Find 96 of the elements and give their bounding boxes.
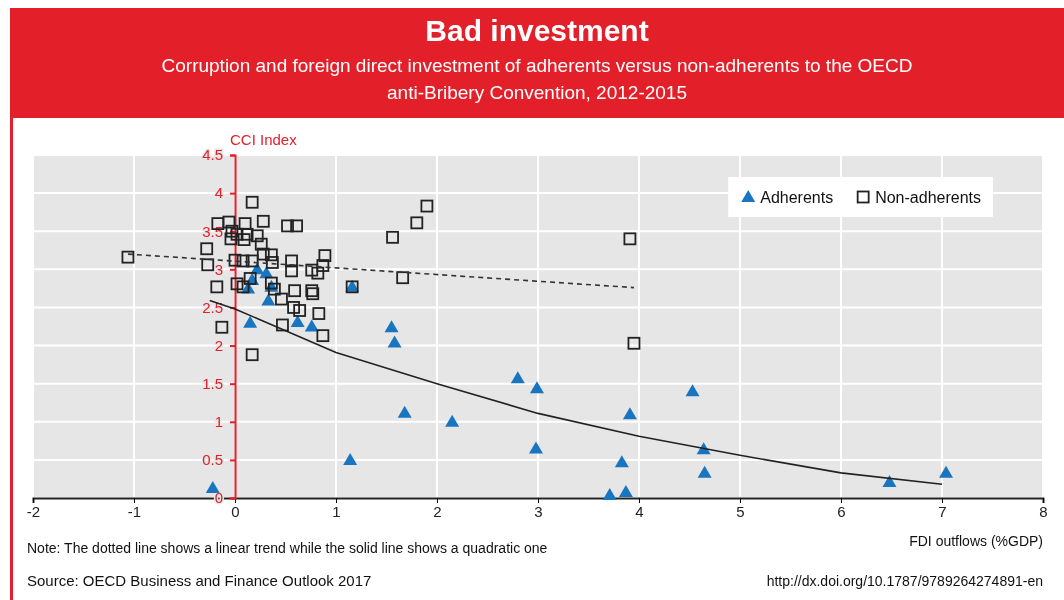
point [267,282,281,296]
point [254,237,268,251]
y-tick-label: 0.5 [202,451,223,469]
point [261,293,276,306]
point [276,318,289,332]
point [318,249,332,263]
text: Note: The dotted line shows a linear trend while the solid line shows a quadratic one [27,540,548,556]
point [305,263,319,277]
point [245,254,259,268]
legend-label: Non-adherents [875,189,981,206]
point [287,301,300,314]
x-tick-label: 1 [332,502,341,520]
x-tick-label: 6 [837,502,846,520]
y-tick-label: 1.5 [202,374,223,392]
x-tick-label: 5 [736,502,745,520]
y-tick-label: 2.5 [202,298,223,316]
point [396,271,410,285]
point [529,381,544,394]
point [290,314,305,327]
point [311,266,325,280]
point [281,219,294,233]
point [224,232,238,246]
y-axis-title: CCI Index [230,131,298,148]
legend-label: Adherents [760,189,834,206]
point [238,217,252,230]
point [697,465,712,478]
point [939,465,954,478]
point [230,277,244,291]
x-tick-label: -1 [127,502,142,520]
point [275,292,288,306]
point [230,227,244,241]
source-note: Source: OECD Business and Finance Outlook 2017 [27,572,372,589]
point [882,474,897,487]
point [618,484,633,497]
point [316,329,330,343]
point [236,254,250,268]
point [397,405,412,418]
point [622,407,637,420]
point [614,455,629,468]
point [245,195,259,209]
x-tick-label: 3 [534,502,543,520]
point [222,215,236,229]
point [245,348,259,362]
point [256,247,270,261]
point [290,219,304,233]
point [510,371,525,384]
point [205,481,220,494]
y-tick-label: 3 [214,260,223,278]
x-tick-label: 7 [938,502,947,520]
chart-subtitle: Corruption and foreign direct investment of adherents versus non-adherents to the OECD anti-Bribery Convention, 2012-2015 [160,54,914,105]
x-tick-label: 0 [231,502,240,520]
y-tick-label: 2 [214,336,223,354]
point [265,256,279,269]
point [236,280,250,294]
point [228,253,242,267]
point [200,242,214,256]
x-tick-label: 8 [1039,502,1048,520]
point [410,216,424,230]
point [316,259,330,272]
point [312,307,326,320]
point [602,487,617,500]
point [384,320,399,333]
point [210,280,224,294]
point [685,384,700,397]
point [288,284,301,298]
point [285,254,298,268]
point [420,199,434,213]
point [285,264,298,278]
point [256,214,270,228]
point [243,315,258,328]
point [237,233,251,247]
point [264,248,278,262]
point [201,258,215,272]
y-tick-label: 4 [214,184,223,202]
point [387,335,402,348]
x-axis-title: FDI outflows (%GDP) [909,533,1043,549]
point [215,320,229,334]
y-tick-label: 4.5 [202,146,223,164]
point [386,230,399,244]
text: http://dx.doi.org/10.1787/9789264274891-en [766,573,1043,589]
point [627,336,641,350]
point [250,229,264,243]
point [121,250,135,264]
x-tick-label: -2 [26,502,41,520]
y-tick-label: 1 [214,413,223,431]
point [304,319,319,332]
x-tick-label: 4 [635,502,644,520]
point [343,452,358,465]
point [240,227,254,241]
point [293,304,307,317]
point [623,232,637,246]
chart-title: Bad investment [424,14,650,48]
point [445,414,460,427]
point [528,441,543,454]
x-tick-label: 2 [433,502,442,520]
point [225,224,239,238]
